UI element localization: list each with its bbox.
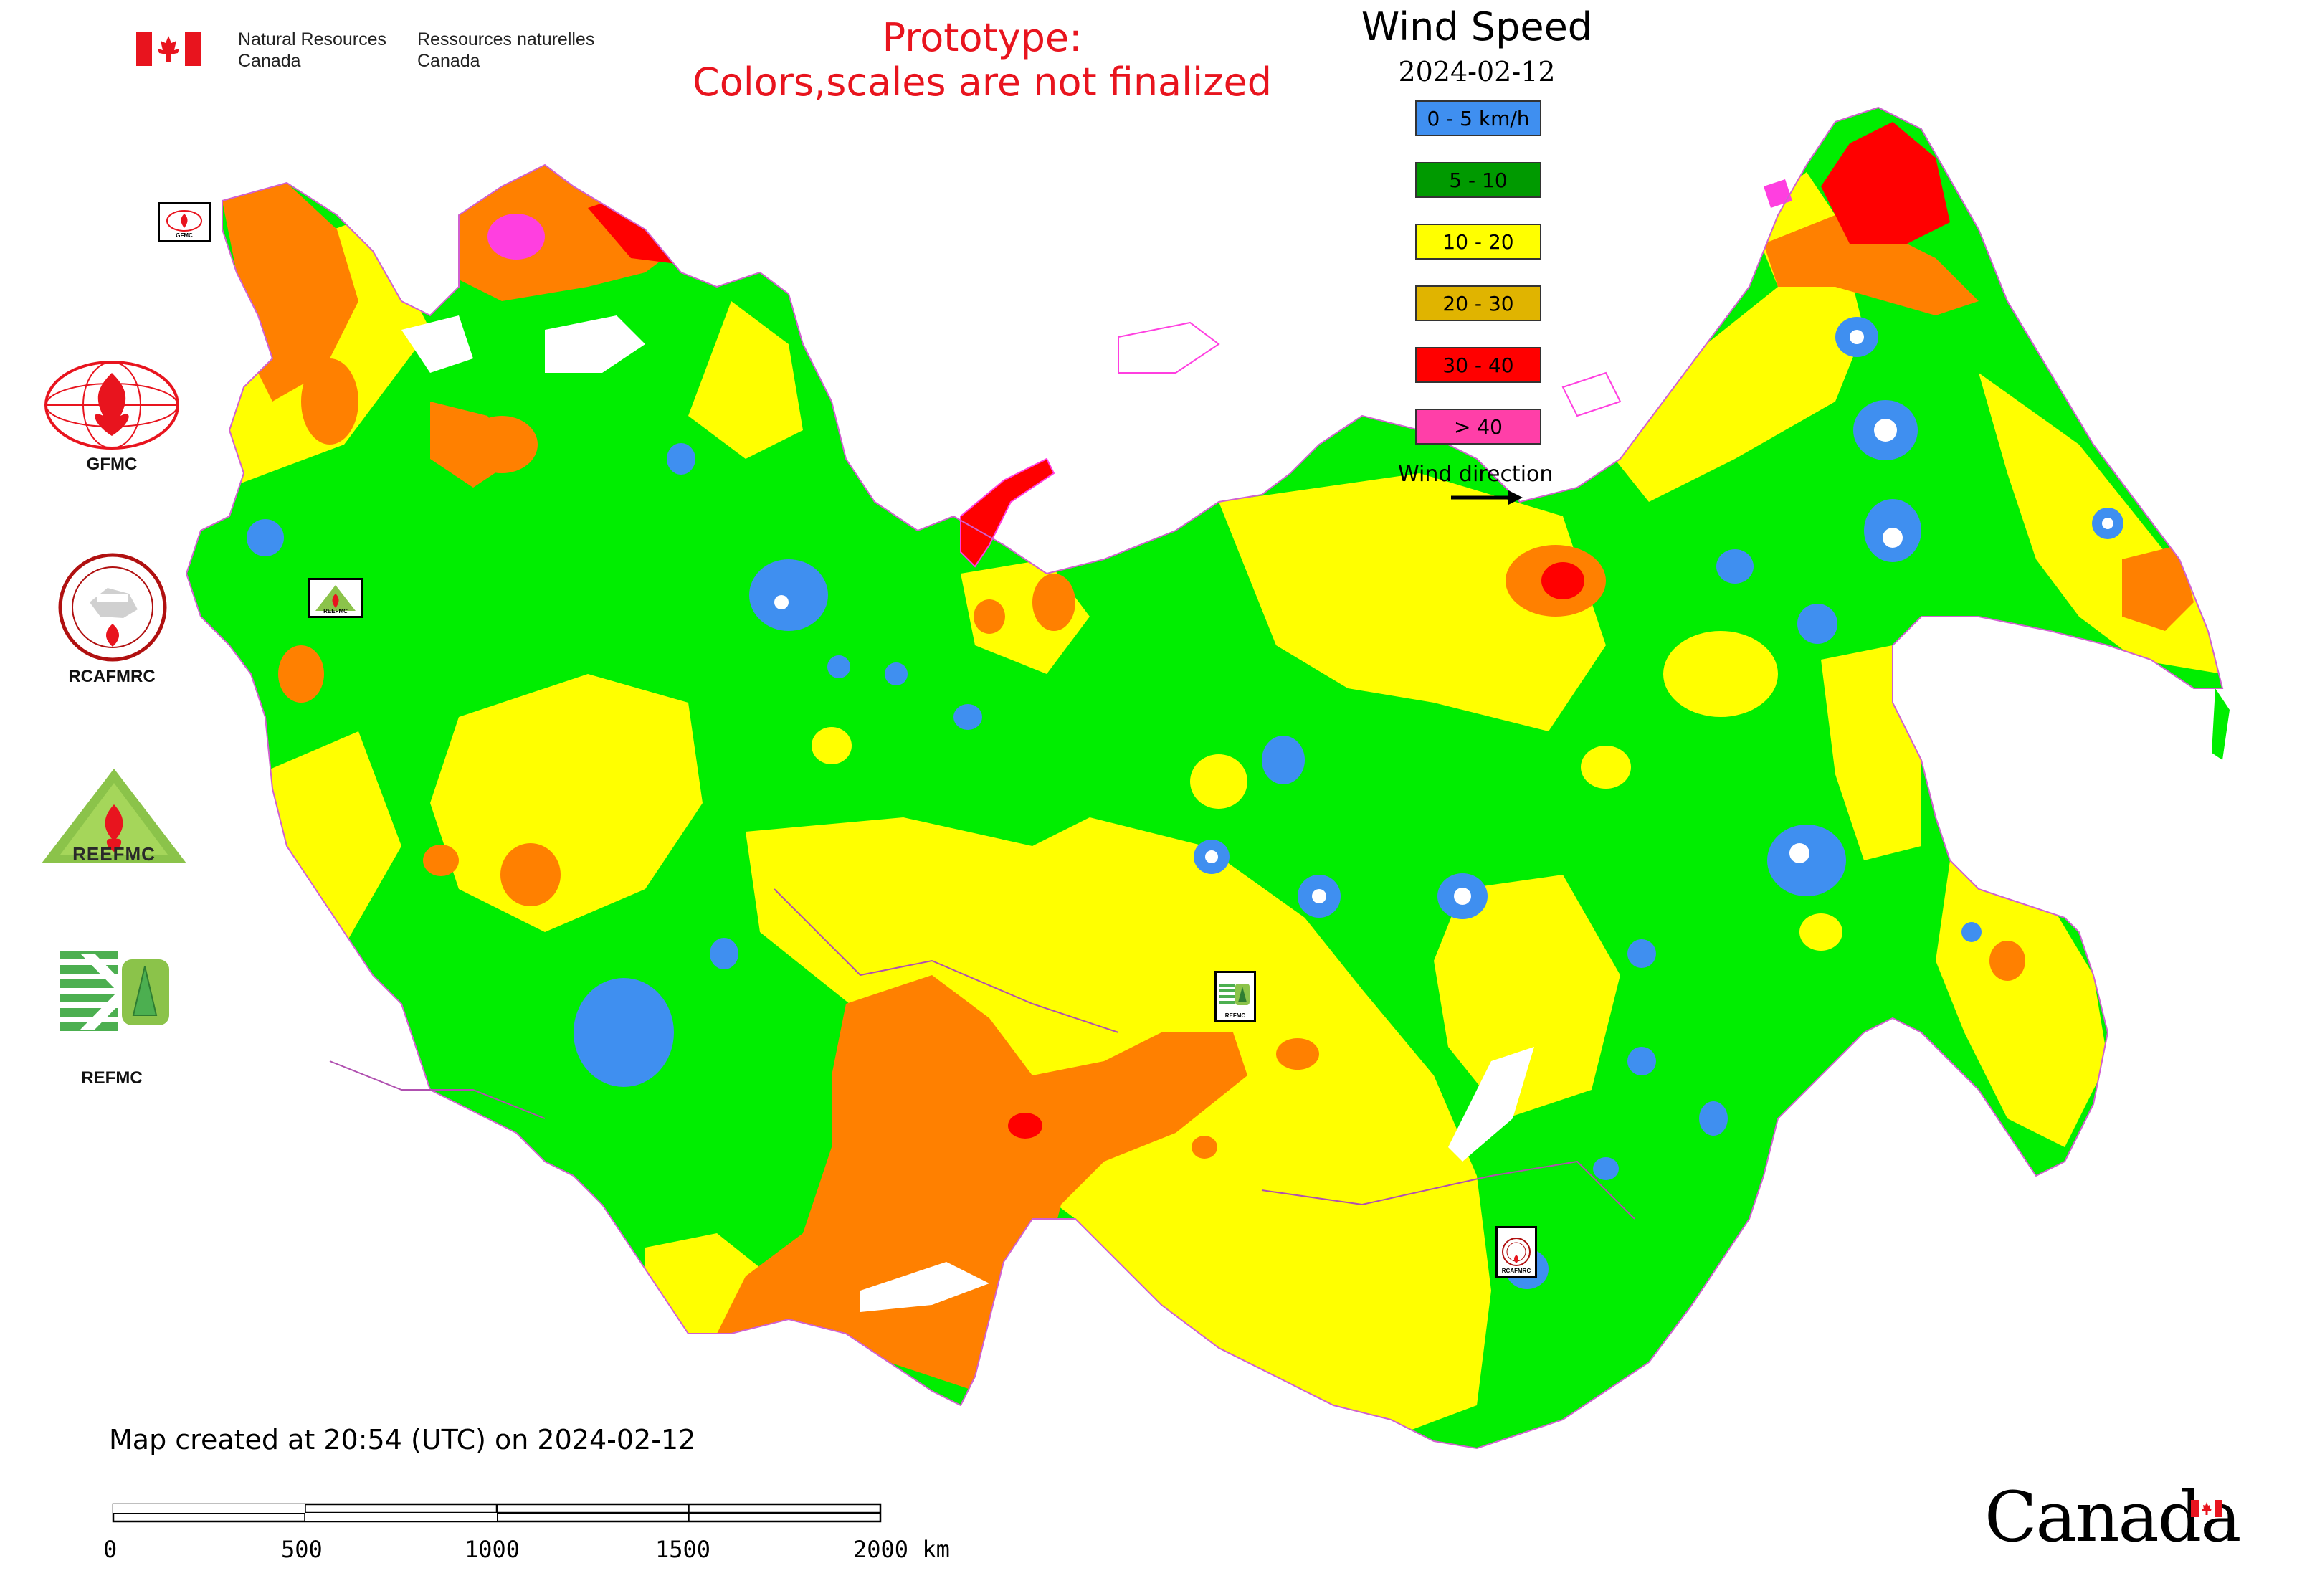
scale-bar — [112, 1503, 882, 1524]
canada-wordmark-text: Canada — [1984, 1477, 2241, 1557]
canada-wordmark: Canada — [1984, 1477, 2241, 1557]
prototype-notice: Prototype: Colors,scales are not finaliz… — [693, 15, 1272, 105]
refmc-logo-icon — [60, 946, 172, 1037]
gfmc-marker-icon — [166, 210, 202, 232]
wind-direction-arrow-icon — [1451, 490, 1523, 505]
legend-class-10-20: 10 - 20 — [1415, 224, 1541, 260]
scale-tick-1000: 1000 — [465, 1536, 520, 1563]
canada-flag-icon — [136, 32, 201, 66]
map-marker-refmc[interactable]: REFMC — [1214, 971, 1256, 1022]
reefmc-marker-icon — [315, 585, 356, 611]
gfmc-logo-icon — [40, 358, 184, 452]
agency-name-en: Natural Resources Canada — [238, 29, 387, 71]
novaya-zemlya — [960, 457, 1055, 568]
refmc-marker-icon — [1219, 984, 1250, 1005]
legend-label: 10 - 20 — [1442, 229, 1514, 254]
legend-label: 20 - 30 — [1442, 291, 1514, 315]
agency-name-fr: Ressources naturelles Canada — [417, 29, 595, 71]
refmc-logo-label: REFMC — [81, 1068, 143, 1088]
legend-label: 0 - 5 km/h — [1427, 106, 1530, 130]
rcafmrc-marker-icon — [1502, 1238, 1531, 1266]
canada-wordmark-flag-icon — [2191, 1500, 2222, 1517]
map-marker-reefmc[interactable]: REEFMC — [308, 578, 363, 618]
map-marker-label: REEFMC — [323, 608, 348, 614]
scale-tick-500: 500 — [281, 1536, 323, 1563]
rcafmrc-logo-label: RCAFMRC — [68, 667, 156, 686]
map-marker-gfmc[interactable]: GFMC — [158, 202, 211, 242]
scale-tick-2000: 2000 km — [853, 1536, 950, 1563]
legend-class-over-40: > 40 — [1415, 409, 1541, 445]
reefmc-logo-text: REEFMC — [72, 843, 156, 865]
legend-class-5-10: 5 - 10 — [1415, 162, 1541, 198]
reefmc-logo-icon: REEFMC — [39, 766, 189, 866]
map-marker-label: RCAFMRC — [1501, 1268, 1531, 1274]
rcafmrc-logo-icon — [57, 552, 168, 662]
map-created-timestamp: Map created at 20:54 (UTC) on 2024-02-12 — [109, 1424, 696, 1455]
legend-label: 30 - 40 — [1442, 353, 1514, 377]
gfmc-logo-label: GFMC — [86, 455, 138, 474]
map-marker-label: REFMC — [1224, 1012, 1246, 1019]
legend-class-30-40: 30 - 40 — [1415, 347, 1541, 383]
legend-label: 5 - 10 — [1449, 168, 1508, 192]
scale-tick-0: 0 — [103, 1536, 118, 1563]
legend-label: > 40 — [1454, 414, 1503, 439]
map-marker-label: GFMC — [176, 232, 193, 239]
legend-date: 2024-02-12 — [1398, 56, 1556, 87]
legend-title: Wind Speed — [1361, 4, 1593, 49]
legend-class-20-30: 20 - 30 — [1415, 285, 1541, 321]
map-marker-rcafmrc[interactable]: RCAFMRC — [1495, 1226, 1537, 1278]
legend-class-0-5: 0 - 5 km/h — [1415, 100, 1541, 136]
scale-tick-1500: 1500 — [655, 1536, 711, 1563]
wind-direction-label: Wind direction — [1398, 462, 1554, 487]
